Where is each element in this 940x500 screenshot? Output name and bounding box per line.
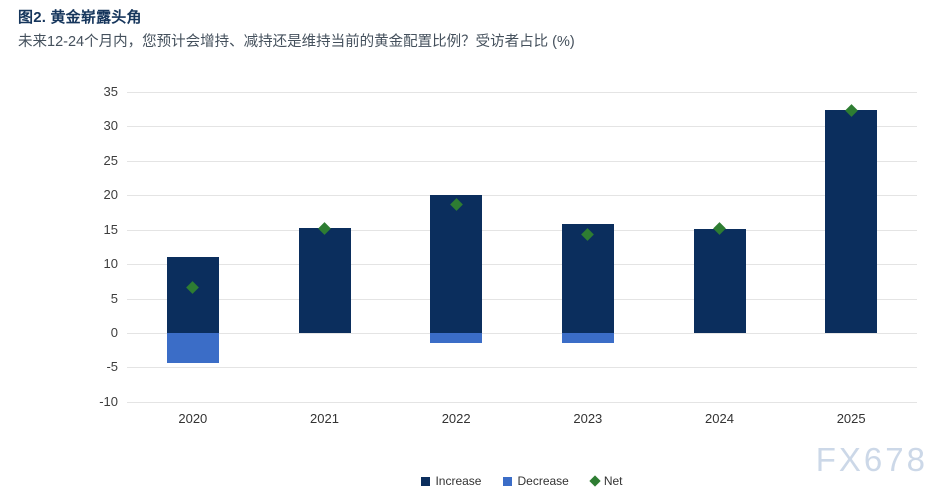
x-axis-label-2021: 2021: [310, 411, 339, 426]
y-tick-label: 15: [103, 221, 118, 237]
x-axis-label-2024: 2024: [705, 411, 734, 426]
bar-decrease-2022: [430, 333, 483, 344]
y-tick-label: 30: [103, 118, 118, 134]
y-tick-label: 35: [103, 83, 118, 99]
y-tick-label: 0: [110, 325, 118, 340]
fx678-watermark: FX678: [815, 441, 928, 478]
x-axis-label-2023: 2023: [573, 411, 603, 426]
bar-increase-2023: [561, 224, 614, 333]
bar-increase-2022: [430, 194, 483, 333]
gridline: [127, 333, 917, 334]
legend-swatch-decrease: [503, 476, 513, 486]
legend-label: Net: [603, 474, 623, 488]
gridline: [127, 229, 917, 231]
legend-item-net: Net: [589, 474, 623, 488]
net-diamond-icon: [589, 475, 601, 487]
bar-increase-2021: [298, 228, 351, 333]
bar-increase-2024: [693, 228, 746, 333]
gridline: [127, 367, 917, 369]
bar-decrease-2023: [561, 333, 614, 344]
gridline: [127, 195, 917, 197]
gridline: [127, 264, 917, 266]
y-tick-label: -5: [106, 359, 118, 375]
legend-label: Increase: [435, 474, 482, 488]
x-axis-label-2022: 2022: [441, 411, 471, 426]
y-tick-label: 20: [103, 187, 118, 203]
y-tick-label: 5: [110, 290, 118, 306]
chart-title: 图2. 黄金崭露头角: [18, 9, 142, 26]
legend-item-increase: Increase: [421, 474, 481, 488]
gridline: [127, 401, 917, 403]
bar-increase-2025: [825, 110, 878, 333]
chart-legend: Increase Decrease Net: [127, 474, 917, 488]
gridline: [127, 160, 917, 162]
bar-decrease-2020: [166, 333, 219, 364]
x-axis-label-2025: 2025: [836, 411, 866, 426]
gridline: [127, 298, 917, 300]
legend-label: Decrease: [517, 474, 569, 488]
y-tick-label: -10: [99, 393, 118, 409]
chart-subtitle: 未来12-24个月内，您预计会增持、减持还是维持当前的黄金配置比例？受访者占比 …: [18, 34, 575, 50]
legend-item-decrease: Decrease: [503, 474, 569, 488]
x-axis-label-2020: 2020: [178, 411, 208, 426]
bar-increase-2020: [166, 257, 219, 333]
y-tick-label: 25: [103, 152, 118, 168]
y-tick-label: 10: [103, 256, 118, 272]
gridline: [127, 126, 917, 128]
legend-swatch-increase: [421, 476, 431, 486]
gridline: [127, 91, 917, 93]
